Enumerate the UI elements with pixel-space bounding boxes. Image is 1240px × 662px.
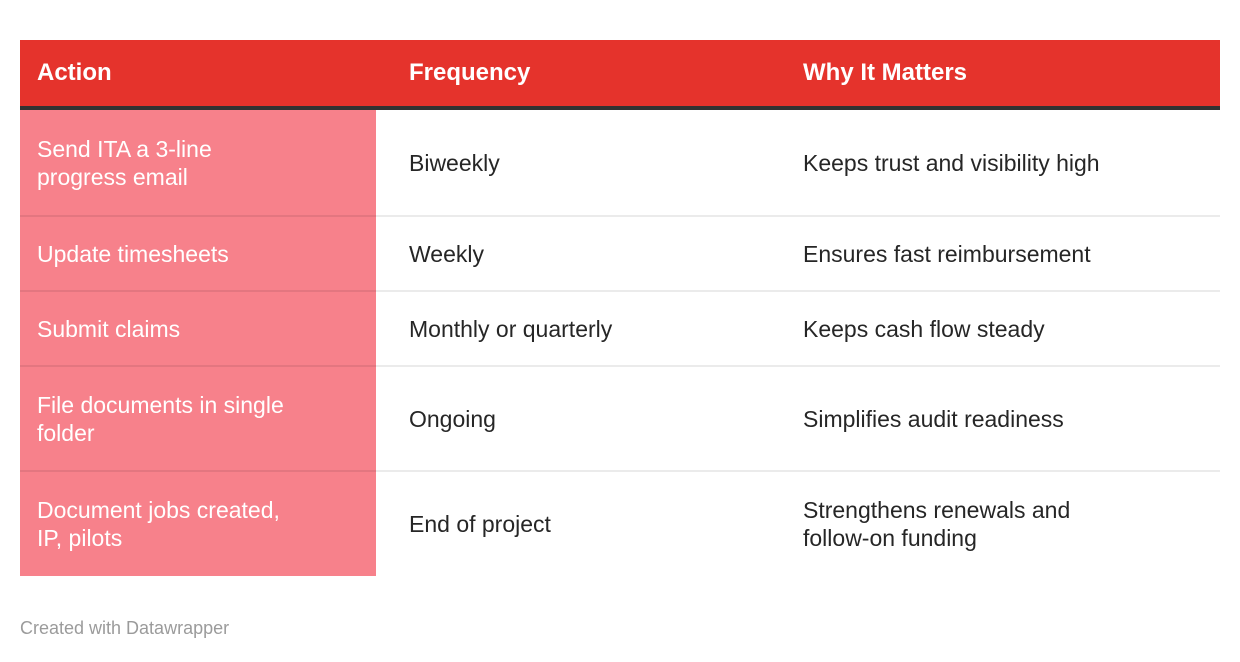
- column-header-action: Action: [37, 59, 112, 86]
- cell-action: Update timesheets: [20, 215, 376, 290]
- cell-frequency: Biweekly: [409, 149, 500, 176]
- cell-frequency: Ongoing: [376, 365, 770, 470]
- cell-frequency: Weekly: [376, 215, 770, 290]
- cell-action: Send ITA a 3-line progress email: [20, 110, 376, 215]
- cell-why-it-matters: Simplifies audit readiness: [770, 365, 1220, 470]
- table: Action Frequency Why It Matters Send ITA…: [20, 40, 1220, 576]
- cell-action: Submit claims: [20, 290, 376, 365]
- table-row: Submit claims Monthly or quarterly Keeps…: [20, 290, 1220, 365]
- cell-why-it-matters: Strengthens renewals and follow-on fundi…: [770, 470, 1220, 576]
- cell-action: Document jobs created, IP, pilots: [20, 470, 376, 576]
- datawrapper-credit: Created with Datawrapper: [20, 618, 230, 638]
- table-row: File documents in single folder Ongoing …: [20, 365, 1220, 470]
- cell-why-it-matters: Keeps trust and visibility high: [803, 149, 1100, 176]
- table-row: Update timesheets Weekly Ensures fast re…: [20, 215, 1220, 290]
- cell-why-it-matters: Keeps cash flow steady: [770, 290, 1220, 365]
- column-header-frequency: Frequency: [409, 59, 531, 86]
- cell-frequency: Monthly or quarterly: [376, 290, 770, 365]
- table-header-row: Action Frequency Why It Matters: [20, 40, 1220, 110]
- cell-why-it-matters: Ensures fast reimbursement: [770, 215, 1220, 290]
- table-row: Document jobs created, IP, pilots End of…: [20, 470, 1220, 576]
- cell-frequency: End of project: [376, 470, 770, 576]
- column-header-why-it-matters: Why It Matters: [803, 59, 968, 86]
- table-row: Send ITA a 3-line progress email Biweekl…: [20, 110, 1220, 215]
- cell-action: File documents in single folder: [20, 365, 376, 470]
